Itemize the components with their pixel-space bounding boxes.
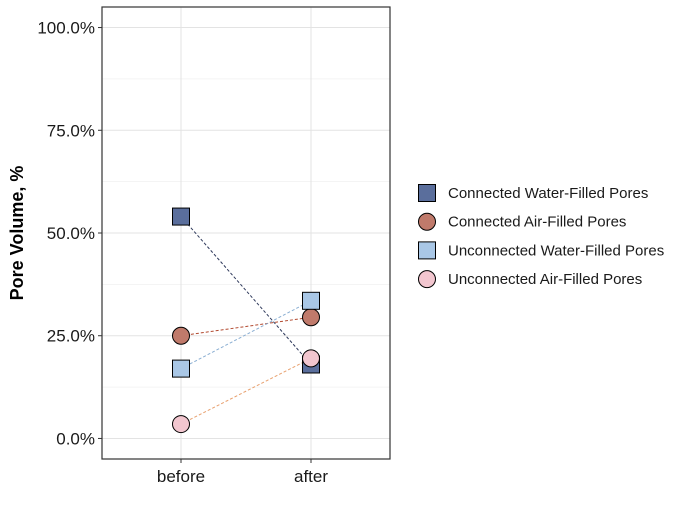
data-point [172,207,190,226]
series-connector-line [180,216,312,365]
series-connector-line [180,316,312,337]
legend-key [418,241,436,260]
plot-border [101,6,391,460]
data-point [302,291,320,310]
x-tick-label: after [294,467,328,486]
y-tick-label: 0.0% [56,429,95,448]
y-tick-label: 50.0% [47,224,95,243]
data-point [172,415,190,434]
data-point [302,349,320,368]
legend-key [418,212,436,231]
plot-area: 0.0% 25.0% 50.0% 75.0% 100.0% before after [37,6,391,486]
legend-label: Unconnected Air-Filled Pores [448,271,642,288]
y-tick-label: 25.0% [47,327,95,346]
legend: Connected Water-Filled Pores Connected Ai… [418,184,664,289]
legend-label: Unconnected Water-Filled Pores [448,242,664,259]
y-tick-label: 75.0% [47,121,95,140]
legend-key [418,184,436,202]
data-point [172,326,190,345]
x-tick-label: before [157,467,205,486]
legend-label: Connected Water-Filled Pores [448,185,648,202]
series-connector-line [180,300,312,370]
data-point [172,359,190,378]
legend-label: Connected Air-Filled Pores [448,214,626,231]
y-tick-label: 100.0% [37,19,95,38]
series-connector-line [180,357,312,425]
data-point [302,308,320,327]
y-axis-title: Pore Volume, % [7,166,27,301]
legend-key [418,270,436,289]
